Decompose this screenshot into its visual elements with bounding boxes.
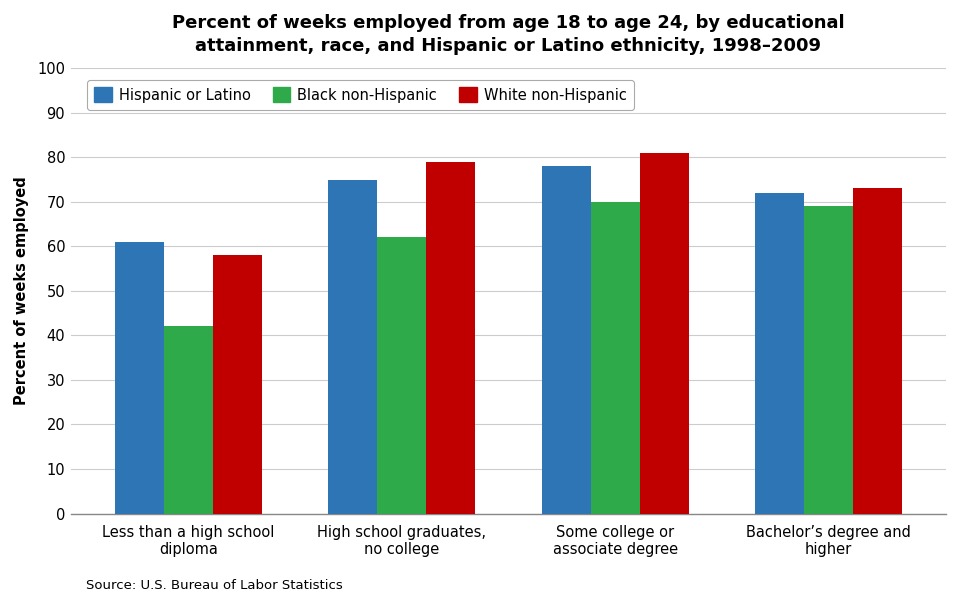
Bar: [114, 242, 163, 513]
Bar: [163, 326, 213, 513]
Bar: [426, 162, 475, 513]
Y-axis label: Percent of weeks employed: Percent of weeks employed: [13, 177, 29, 405]
Bar: [213, 255, 262, 513]
Bar: [639, 153, 689, 513]
Bar: [590, 202, 639, 513]
Title: Percent of weeks employed from age 18 to age 24, by educational
attainment, race: Percent of weeks employed from age 18 to…: [172, 14, 845, 55]
Bar: [755, 193, 804, 513]
Bar: [804, 206, 853, 513]
Bar: [377, 237, 426, 513]
Legend: Hispanic or Latino, Black non-Hispanic, White non-Hispanic: Hispanic or Latino, Black non-Hispanic, …: [86, 80, 634, 110]
Bar: [328, 180, 377, 513]
Bar: [853, 188, 902, 513]
Text: Source: U.S. Bureau of Labor Statistics: Source: U.S. Bureau of Labor Statistics: [86, 579, 343, 592]
Bar: [541, 166, 590, 513]
